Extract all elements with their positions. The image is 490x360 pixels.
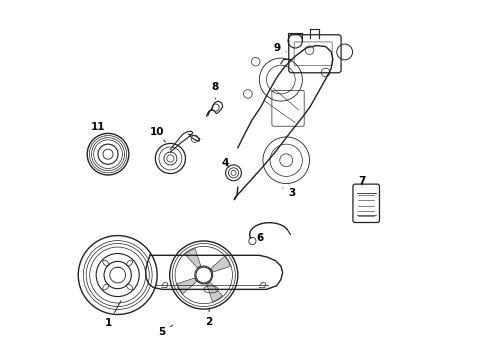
Text: 9: 9 (274, 43, 286, 53)
Polygon shape (207, 282, 222, 302)
Text: 8: 8 (212, 82, 219, 99)
Text: 10: 10 (149, 127, 166, 142)
Text: 5: 5 (158, 325, 172, 337)
Text: 6: 6 (257, 233, 264, 243)
Text: 2: 2 (205, 309, 213, 327)
Text: 3: 3 (283, 188, 295, 198)
Polygon shape (185, 248, 201, 268)
Polygon shape (177, 278, 196, 294)
Text: 7: 7 (358, 176, 366, 186)
Text: 4: 4 (221, 158, 229, 168)
Polygon shape (211, 256, 230, 272)
Text: 1: 1 (105, 301, 121, 328)
Text: 11: 11 (91, 122, 105, 137)
